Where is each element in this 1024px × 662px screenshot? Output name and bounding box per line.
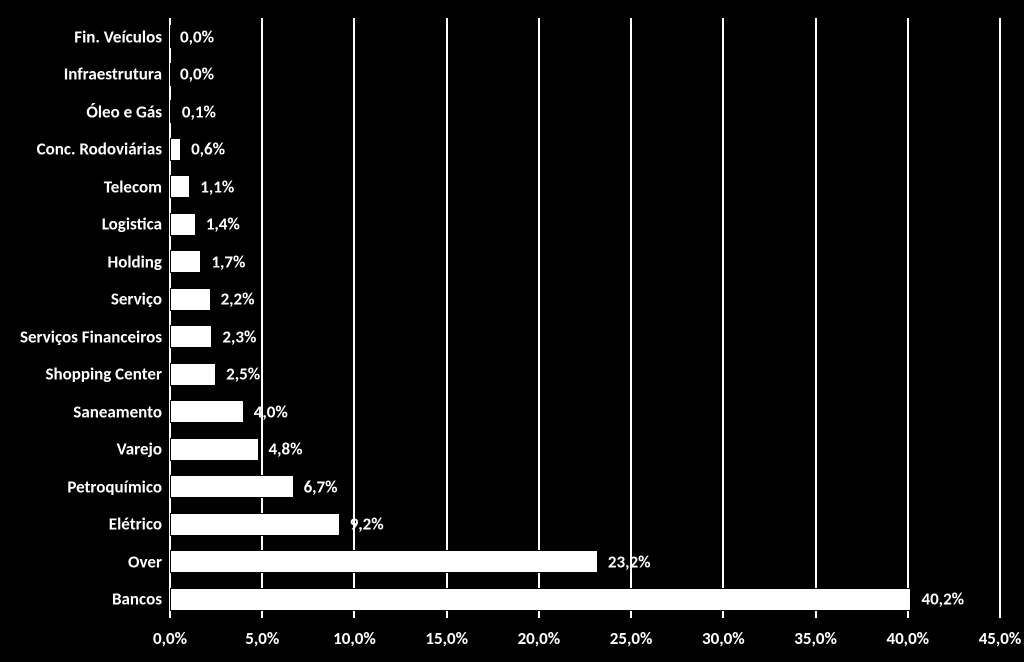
category-label: Telecom: [104, 176, 170, 197]
gridline: [538, 18, 540, 618]
data-label: 23,2%: [608, 551, 651, 572]
bar: [170, 475, 294, 498]
category-label: Elétrico: [109, 514, 170, 535]
bar: [170, 400, 244, 423]
gridline: [999, 18, 1001, 618]
bar: [170, 363, 216, 386]
category-label: Over: [128, 551, 170, 572]
category-label: Varejo: [117, 439, 170, 460]
bar-fill: [170, 213, 196, 236]
bar: [170, 213, 196, 236]
category-label: Saneamento: [73, 401, 170, 422]
data-label: 0,6%: [191, 139, 225, 160]
category-label: Logistica: [102, 214, 170, 235]
bar: [170, 138, 181, 161]
bar: [170, 250, 201, 273]
x-tick-label: 30,0%: [702, 628, 745, 649]
bar-fill: [170, 25, 172, 48]
bar: [170, 175, 190, 198]
bar-fill: [170, 100, 172, 123]
x-tick-label: 20,0%: [518, 628, 561, 649]
x-tick-label: 0,0%: [153, 628, 187, 649]
bar-fill: [170, 138, 181, 161]
category-label: Serviço: [111, 289, 170, 310]
x-tick-label: 35,0%: [794, 628, 837, 649]
data-label: 4,0%: [254, 401, 288, 422]
bar-fill: [170, 400, 244, 423]
x-tick-label: 40,0%: [886, 628, 929, 649]
bar-fill: [170, 588, 911, 611]
bar: [170, 325, 212, 348]
data-label: 0,0%: [180, 26, 214, 47]
bar-fill: [170, 63, 172, 86]
bar-fill: [170, 325, 212, 348]
data-label: 2,5%: [226, 364, 260, 385]
gridline: [722, 18, 724, 618]
gridline: [815, 18, 817, 618]
data-label: 2,2%: [221, 289, 255, 310]
gridline: [907, 18, 909, 618]
x-tick-label: 25,0%: [610, 628, 653, 649]
bar-fill: [170, 250, 201, 273]
x-tick-label: 45,0%: [979, 628, 1022, 649]
data-label: 4,8%: [269, 439, 303, 460]
bar-fill: [170, 513, 340, 536]
data-label: 40,2%: [921, 589, 964, 610]
data-label: 0,0%: [180, 64, 214, 85]
gridline: [630, 18, 632, 618]
data-label: 6,7%: [304, 476, 338, 497]
bar-fill: [170, 363, 216, 386]
category-label: Shopping Center: [45, 364, 170, 385]
bar-fill: [170, 288, 211, 311]
category-label: Conc. Rodoviárias: [37, 139, 170, 160]
horizontal-bar-chart: 0,0% 5,0% 10,0% 15,0% 20,0% 25,0% 30,0% 35,0% 40…: [0, 0, 1024, 662]
data-label: 9,2%: [350, 514, 384, 535]
gridline: [446, 18, 448, 618]
data-label: 1,7%: [211, 251, 245, 272]
bar-fill: [170, 175, 190, 198]
data-label: 1,1%: [200, 176, 234, 197]
data-label: 1,4%: [206, 214, 240, 235]
bar: [170, 550, 598, 573]
x-tick-label: 5,0%: [245, 628, 279, 649]
x-tick-label: 15,0%: [425, 628, 468, 649]
x-tick-label: 10,0%: [333, 628, 376, 649]
data-label: 2,3%: [222, 326, 256, 347]
category-label: Infraestrutura: [64, 64, 170, 85]
category-label: Bancos: [112, 589, 170, 610]
data-label: 0,1%: [182, 101, 216, 122]
bar: [170, 288, 211, 311]
bar: [170, 438, 259, 461]
bar-fill: [170, 550, 598, 573]
bar: [170, 588, 911, 611]
category-label: Óleo e Gás: [86, 101, 170, 122]
category-label: Fin. Veículos: [74, 26, 170, 47]
bar: [170, 100, 172, 123]
category-label: Holding: [107, 251, 170, 272]
bar: [170, 513, 340, 536]
bar-fill: [170, 475, 294, 498]
bar-fill: [170, 438, 259, 461]
plot-area: 0,0%5,0%10,0%15,0%20,0%25,0%30,0%35,0%40…: [170, 18, 1000, 618]
category-label: Serviços Financeiros: [20, 326, 170, 347]
category-label: Petroquímico: [67, 476, 170, 497]
